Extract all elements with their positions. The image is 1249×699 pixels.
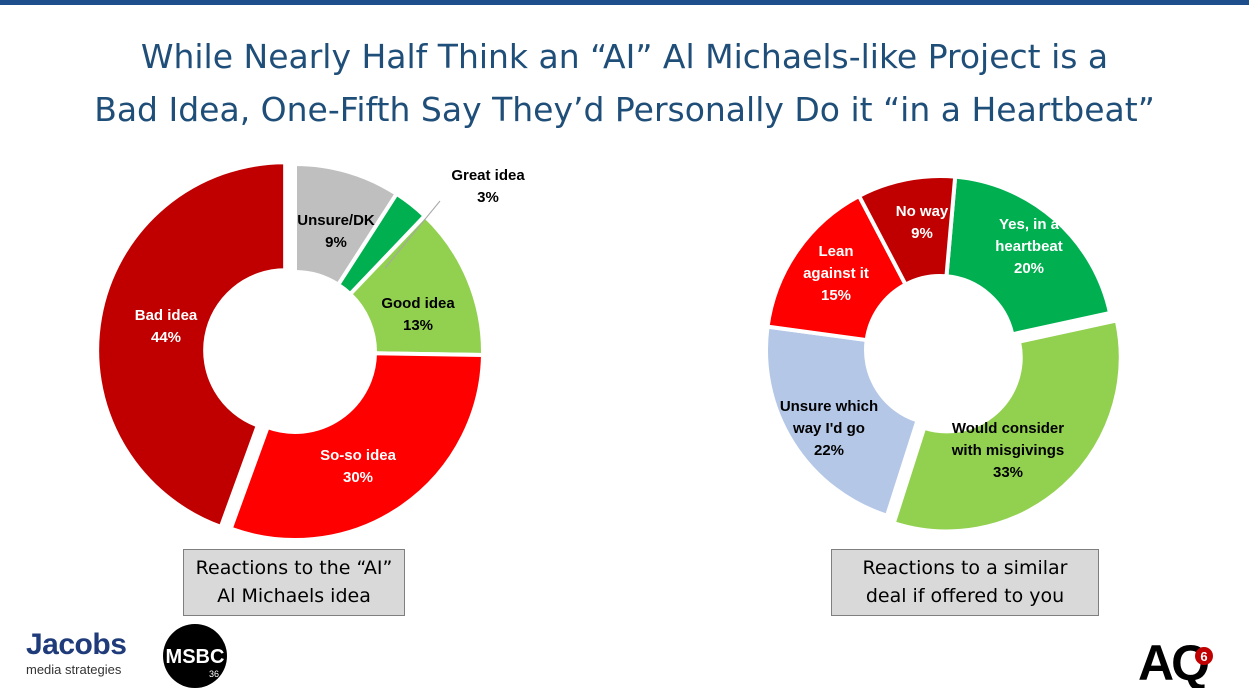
jacobs-logo-brand: Jacobs bbox=[26, 628, 127, 661]
label-great-idea: Great idea 3% bbox=[451, 167, 525, 206]
label-good-idea: Good idea 13% bbox=[381, 295, 455, 334]
caption-ai-idea-line-1: Reactions to the “AI” bbox=[195, 557, 393, 579]
label-unsure-dk: Unsure/DK 9% bbox=[297, 212, 375, 251]
title-line-2: Bad Idea, One-Fifth Say They’d Personall… bbox=[94, 90, 1155, 129]
msbc-logo-text: MSBC bbox=[166, 646, 225, 668]
slice-lean-against-it bbox=[765, 193, 909, 343]
label-no-way: No way 9% bbox=[896, 203, 949, 242]
slice-good-idea bbox=[347, 213, 485, 358]
top-rule bbox=[0, 0, 1249, 5]
jacobs-media-logo: Jacobs media strategies bbox=[26, 630, 156, 678]
caption-personal-deal-line-1: Reactions to a similar bbox=[862, 557, 1068, 579]
label-lean-against-it: Lean against it 15% bbox=[803, 243, 869, 304]
aq-logo-number: 6 bbox=[1200, 649, 1207, 664]
caption-ai-idea: Reactions to the “AI” Al Michaels idea bbox=[183, 549, 405, 616]
label-so-so-idea: So-so idea 30% bbox=[320, 447, 397, 486]
donut-chart-personal-deal: Yes, in a heartbeat 20% Would consider with … bbox=[764, 174, 1123, 534]
slice-yes-in-a-heartbeat bbox=[944, 174, 1113, 337]
aq-logo: AQ 6 bbox=[1138, 635, 1213, 688]
label-would-consider-with-misgivings: Would consider with misgivings 33% bbox=[951, 420, 1065, 481]
leader-line-great-idea bbox=[384, 200, 441, 269]
title-line-1: While Nearly Half Think an “AI” Al Micha… bbox=[140, 37, 1109, 76]
caption-personal-deal: Reactions to a similar deal if offered t… bbox=[831, 549, 1099, 616]
msbc-logo-number: 36 bbox=[209, 669, 219, 679]
page-title: While Nearly Half Think an “AI” Al Micha… bbox=[0, 30, 1249, 136]
slice-no-way bbox=[856, 174, 958, 288]
msbc-logo: MSBC 36 bbox=[163, 624, 227, 688]
caption-personal-deal-line-2: deal if offered to you bbox=[865, 585, 1065, 607]
slice-unsure-which-way-i-d-go bbox=[764, 324, 920, 519]
caption-ai-idea-line-2: Al Michaels idea bbox=[217, 585, 371, 607]
donut-chart-ai-idea: Unsure/DK 9% Great idea 3% Good idea 13% So-so… bbox=[95, 160, 525, 542]
label-bad-idea: Bad idea 44% bbox=[135, 307, 198, 346]
jacobs-logo-subtitle: media strategies bbox=[26, 662, 122, 677]
slice-so-so-idea bbox=[228, 351, 486, 542]
label-unsure-which-way-i-d-go: Unsure which way I'd go 22% bbox=[780, 398, 878, 459]
slice-bad-idea bbox=[95, 160, 288, 530]
slice-would-consider-with-misgivings bbox=[891, 318, 1123, 534]
label-yes-in-a-heartbeat: Yes, in a heartbeat 20% bbox=[995, 216, 1063, 277]
